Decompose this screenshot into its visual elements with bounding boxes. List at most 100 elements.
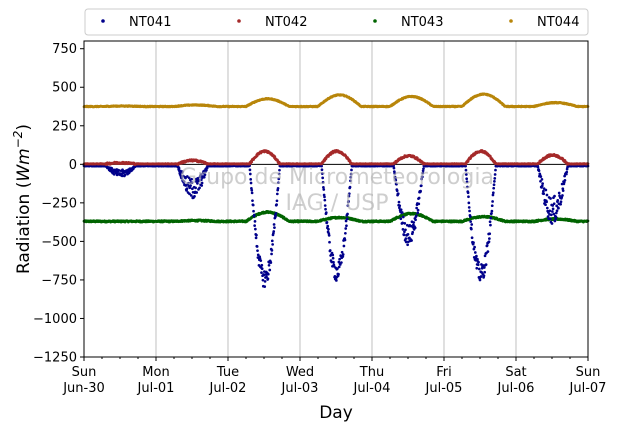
data-point [491,191,495,195]
data-point [275,199,279,203]
data-point [559,202,562,206]
data-point [551,210,554,213]
data-point [557,206,560,210]
data-point [272,223,276,226]
data-point [274,215,277,218]
data-point [325,221,329,224]
data-point [263,285,267,288]
data-point [332,260,335,264]
data-point [550,222,554,225]
legend-marker-nt043 [373,19,377,23]
data-point [466,191,470,195]
data-point [549,197,552,200]
data-point [557,191,561,195]
data-point [193,195,196,198]
data-point [251,203,255,207]
legend-label-nt043: NT043 [401,15,443,30]
data-point [327,227,330,231]
data-point [472,241,475,244]
data-point [482,274,486,278]
data-point [275,203,278,206]
data-point [401,215,405,219]
data-point [344,231,347,235]
data-point [266,272,270,276]
data-point [326,224,330,228]
data-point [477,260,480,264]
data-point [541,182,544,185]
legend-frame [84,8,589,36]
data-point [343,238,347,242]
data-point [489,223,492,227]
data-point [473,251,477,254]
data-point [397,200,401,204]
data-point [403,222,407,225]
data-point [252,213,256,217]
data-point [419,189,422,193]
series-nt043 [82,210,590,224]
data-point [274,212,278,215]
data-point [473,245,476,249]
data-point [256,249,259,253]
data-point [328,240,331,244]
data-point [404,228,407,232]
data-point [398,204,402,208]
data-point [272,230,276,233]
data-point [337,272,340,276]
data-point [493,173,497,176]
data-point [401,227,405,231]
data-point [476,257,479,261]
data-point [331,253,335,257]
data-point [267,263,271,267]
series-nt044 [82,92,590,109]
data-point [417,196,421,200]
data-point [340,261,343,264]
data-point [548,217,552,221]
data-point [467,206,471,209]
data-point [337,265,341,269]
data-point [545,200,548,204]
data-point [467,201,471,205]
data-point [341,253,345,256]
data-point [556,199,560,202]
data-point [536,165,540,169]
data-point [475,254,478,258]
data-point [551,207,555,211]
data-point [544,203,547,207]
data-point [486,250,490,253]
data-point [470,223,474,226]
data-point [255,245,259,248]
data-point [483,270,487,274]
data-point [467,195,470,199]
data-point [254,236,258,240]
data-point [470,227,473,231]
data-point [263,280,267,283]
data-point [412,221,416,224]
legend-marker-nt041 [101,19,105,23]
legend-label-nt042: NT042 [265,15,307,30]
data-point [402,233,406,237]
data-point [270,252,273,256]
data-point [552,202,556,206]
data-point [545,206,549,210]
data-point [260,267,264,271]
data-point [542,189,545,193]
data-point [563,178,567,182]
data-point [399,208,403,212]
data-point [554,215,558,219]
data-point [345,217,349,221]
data-point [488,232,492,236]
data-point [410,239,413,242]
data-point [539,175,543,178]
data-point [470,236,474,240]
legend-label-nt041: NT041 [129,15,171,30]
data-point [254,227,257,231]
data-point [259,259,263,262]
data-point [411,230,415,234]
data-point [273,226,276,229]
data-point [327,234,331,237]
legend-marker-nt042 [237,19,241,23]
data-point [491,200,494,203]
data-point [416,208,420,212]
data-point [540,184,544,188]
